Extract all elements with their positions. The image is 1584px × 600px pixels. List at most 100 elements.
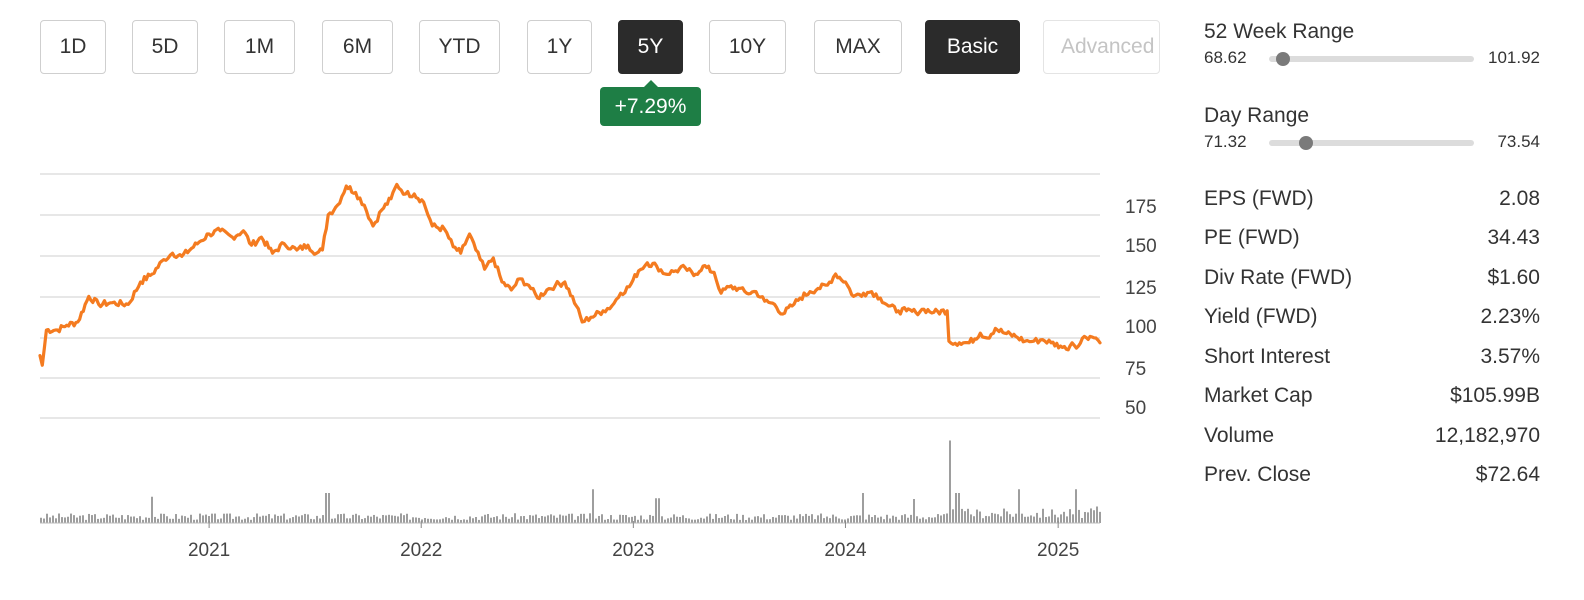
- stat-value: 34.43: [1487, 226, 1540, 249]
- range-button-ytd[interactable]: YTD: [419, 20, 500, 74]
- volume-bar: [1048, 516, 1050, 523]
- volume-bar: [367, 515, 369, 523]
- volume-bar: [109, 515, 111, 523]
- volume-bar: [841, 519, 843, 523]
- range-button-max[interactable]: MAX: [814, 20, 902, 74]
- volume-bar: [868, 514, 870, 523]
- view-advanced-button[interactable]: Advanced: [1043, 20, 1160, 74]
- range-button-5y[interactable]: 5Y: [618, 20, 683, 74]
- volume-bar: [100, 518, 102, 523]
- volume-bar: [1033, 516, 1035, 523]
- volume-bar: [931, 517, 933, 523]
- volume-bar: [373, 514, 375, 523]
- volume-bar: [289, 518, 291, 523]
- volume-bar: [595, 518, 597, 523]
- volume-bar: [718, 518, 720, 523]
- volume-bar: [715, 514, 717, 523]
- volume-bar: [415, 517, 417, 523]
- volume-bar: [379, 518, 381, 523]
- volume-bar: [205, 514, 207, 523]
- volume-bar: [106, 514, 108, 523]
- volume-bar: [382, 514, 384, 523]
- volume-bar: [994, 513, 996, 523]
- volume-bar: [898, 519, 900, 523]
- volume-bar: [937, 514, 939, 523]
- range-button-5d[interactable]: 5D: [132, 20, 198, 74]
- volume-bar: [1009, 514, 1011, 523]
- stat-value: 2.08: [1499, 187, 1540, 210]
- stat-row-pe: PE (FWD) 34.43: [1204, 226, 1540, 254]
- volume-bar: [283, 513, 285, 523]
- volume-bar: [157, 518, 159, 523]
- stat-label: Prev. Close: [1204, 463, 1311, 486]
- volume-bar: [238, 516, 240, 523]
- volume-bar: [1084, 511, 1086, 523]
- volume-bar: [55, 518, 57, 523]
- volume-bar: [406, 513, 408, 523]
- volume-bar: [874, 515, 876, 523]
- volume-bar: [472, 518, 474, 523]
- x-tick-label: 2025: [1037, 540, 1079, 561]
- volume-bar: [1060, 514, 1062, 523]
- volume-bar: [193, 519, 195, 523]
- day-range-label: Day Range: [1204, 104, 1310, 127]
- volume-bar: [1030, 515, 1032, 523]
- volume-bar: [820, 513, 822, 523]
- volume-bar: [463, 519, 465, 523]
- volume-bar: [940, 515, 942, 523]
- volume-bar: [730, 518, 732, 523]
- volume-bar: [598, 515, 600, 523]
- volume-bar: [142, 519, 144, 523]
- volume-bar: [901, 515, 903, 523]
- volume-bar: [922, 517, 924, 523]
- volume-bar: [352, 514, 354, 523]
- volume-bar: [964, 511, 966, 523]
- volume-bar: [340, 514, 342, 523]
- volume-bar: [475, 517, 477, 523]
- volume-bar: [58, 513, 60, 523]
- volume-bar: [43, 518, 45, 523]
- volume-bar: [982, 518, 984, 523]
- week52-range: 52 Week Range 68.62 101.92: [1204, 20, 1540, 72]
- range-button-10y[interactable]: 10Y: [709, 20, 786, 74]
- volume-bar: [802, 516, 804, 523]
- volume-bar: [514, 513, 516, 523]
- volume-bar: [1099, 511, 1101, 523]
- volume-bar: [163, 513, 165, 523]
- volume-bar: [1087, 512, 1089, 523]
- volume-bar: [127, 515, 129, 523]
- range-button-1y[interactable]: 1Y: [527, 20, 592, 74]
- volume-bar: [244, 518, 246, 523]
- stat-row-market-cap: Market Cap $105.99B: [1204, 384, 1540, 412]
- volume-bar: [451, 519, 453, 523]
- volume-bar: [667, 518, 669, 523]
- range-button-6m[interactable]: 6M: [322, 20, 393, 74]
- stat-row-volume: Volume 12,182,970: [1204, 424, 1540, 452]
- volume-bar: [274, 514, 276, 523]
- volume-bar: [1036, 512, 1038, 523]
- volume-bar: [154, 516, 156, 523]
- volume-bar: [1018, 489, 1020, 523]
- volume-bar: [631, 516, 633, 523]
- volume-bar: [385, 515, 387, 523]
- volume-bar: [685, 518, 687, 523]
- price-chart: 50 75 100 125 150 175 2021 2022 2023 2024 2025: [38, 173, 1157, 561]
- volume-bar: [784, 515, 786, 523]
- volume-bar: [769, 519, 771, 523]
- range-button-1m[interactable]: 1M: [224, 20, 295, 74]
- view-basic-button[interactable]: Basic: [925, 20, 1020, 74]
- range-button-1d[interactable]: 1D: [40, 20, 106, 74]
- volume-bar: [886, 514, 888, 523]
- volume-bar: [580, 513, 582, 523]
- volume-bar: [697, 519, 699, 523]
- volume-bar: [586, 518, 588, 523]
- y-tick-label: 75: [1125, 359, 1146, 380]
- volume-bar: [538, 518, 540, 523]
- day-high: 73.54: [1497, 132, 1540, 151]
- volume-bar: [700, 517, 702, 523]
- volume-bar: [259, 516, 261, 523]
- volume-bar: [151, 496, 153, 523]
- volume-bar: [589, 513, 591, 523]
- volume-bar: [322, 515, 324, 523]
- volume-bar: [805, 513, 807, 523]
